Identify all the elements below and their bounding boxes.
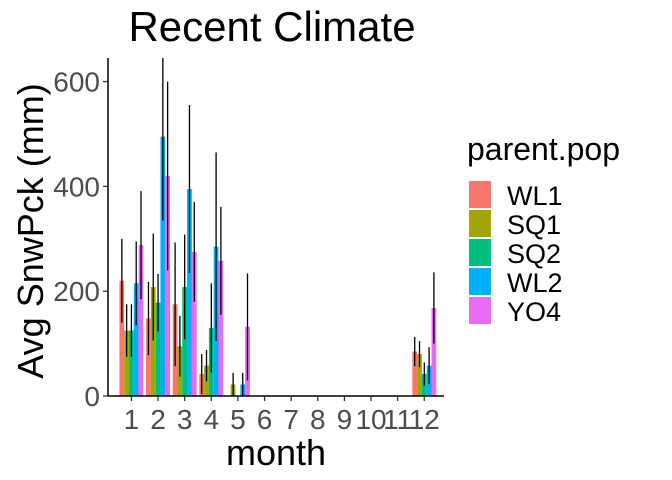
legend-label-WL2: WL2 <box>507 268 563 298</box>
bar-YO4-month-1 <box>138 245 144 396</box>
x-tick-label-2: 2 <box>150 404 166 435</box>
chart-title: Recent Climate <box>128 3 415 50</box>
x-tick-label-11: 11 <box>383 404 412 435</box>
x-tick-label-8: 8 <box>310 404 326 435</box>
legend-label-WL1: WL1 <box>507 181 563 211</box>
bar-WL2-month-1 <box>133 283 139 396</box>
bar-WL2-month-2 <box>160 136 166 396</box>
legend-key-WL2 <box>469 268 491 295</box>
legend-key-YO4 <box>469 297 491 324</box>
y-tick-label-200: 200 <box>53 276 100 307</box>
bar-SQ2-month-1 <box>129 330 134 396</box>
legend-key-SQ2 <box>469 239 491 266</box>
legend-key-WL1 <box>469 181 491 208</box>
legend-key-SQ1 <box>469 210 491 237</box>
bar-WL2-month-3 <box>187 189 192 396</box>
y-tick-label-400: 400 <box>53 171 100 202</box>
legend-label-SQ1: SQ1 <box>507 210 561 240</box>
bar-WL1-month-2 <box>146 318 151 396</box>
bar-SQ1-month-12 <box>417 354 422 396</box>
legend-title: parent.pop <box>467 131 620 167</box>
legend-label-SQ2: SQ2 <box>507 239 561 269</box>
x-tick-label-6: 6 <box>257 404 273 435</box>
bar-SQ1-month-1 <box>124 330 130 396</box>
y-tick-label-0: 0 <box>84 381 100 412</box>
bar-WL1-month-1 <box>119 280 125 396</box>
bar-SQ2-month-2 <box>155 302 161 396</box>
x-tick-label-10: 10 <box>355 404 386 435</box>
x-tick-label-1: 1 <box>124 404 140 435</box>
bar-SQ2-month-3 <box>182 287 188 396</box>
x-tick-label-4: 4 <box>204 404 220 435</box>
y-tick-label-600: 600 <box>53 67 100 98</box>
x-tick-label-5: 5 <box>230 404 246 435</box>
legend-label-YO4: YO4 <box>507 297 561 327</box>
bar-SQ1-month-2 <box>150 287 156 396</box>
bar-WL1-month-12 <box>412 351 418 396</box>
bar-YO4-month-3 <box>191 251 197 396</box>
x-tick-label-7: 7 <box>283 404 299 435</box>
y-axis-title: Avg SnwPck (mm) <box>10 83 51 378</box>
bar-YO4-month-12 <box>431 307 437 396</box>
x-tick-label-12: 12 <box>409 404 440 435</box>
x-tick-label-3: 3 <box>177 404 193 435</box>
x-axis-title: month <box>226 432 326 473</box>
x-tick-label-9: 9 <box>337 404 353 435</box>
bar-YO4-month-4 <box>218 260 224 396</box>
bar-YO4-month-2 <box>165 175 171 396</box>
